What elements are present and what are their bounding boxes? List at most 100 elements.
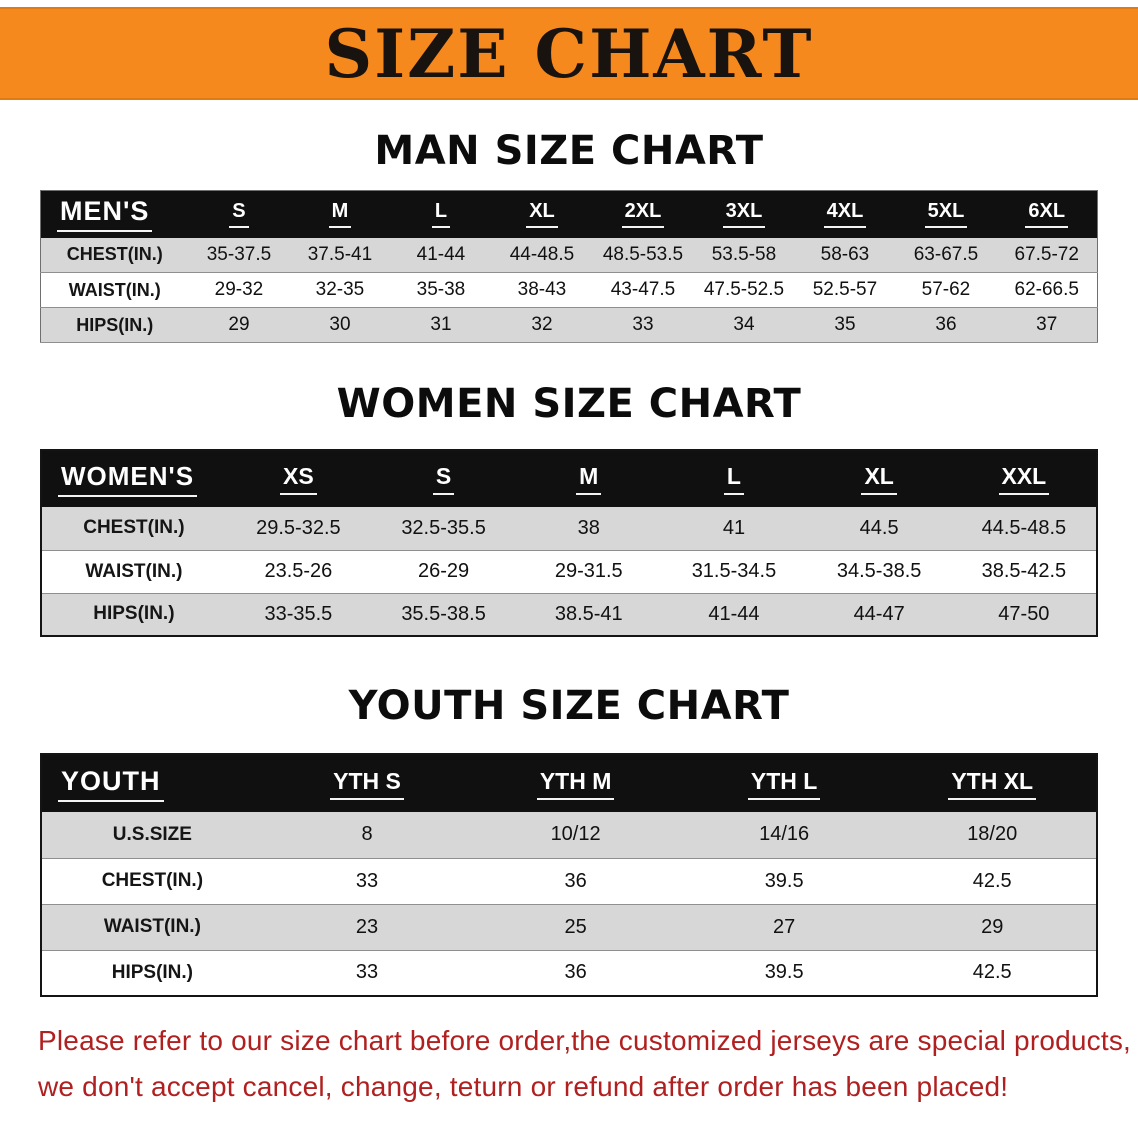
table-title-cell: MEN'S xyxy=(40,190,189,238)
women-size-table: WOMEN'S XS S M L XL XXL CHEST(IN.) 29.5-32.5 32.5… xyxy=(40,449,1098,637)
size-value-cell: 37.5-41 xyxy=(289,237,391,273)
measurement-row: CHEST(IN.) 35-37.5 37.5-41 41-44 44-48.5 48.5… xyxy=(40,237,1098,273)
measurement-row: WAIST(IN.) 23.5-26 26-29 29-31.5 31.5-34.5 34… xyxy=(41,550,1097,594)
size-value-cell: 38.5-42.5 xyxy=(951,550,1097,594)
measurement-row: CHEST(IN.) 29.5-32.5 32.5-35.5 38 41 44.5 44.5… xyxy=(41,507,1097,551)
size-column-label: YTH L xyxy=(747,768,821,800)
youth-size-section: YOUTH SIZE CHART YOUTH YTH S YTH M YTH L YTH… xyxy=(0,683,1138,997)
size-value-cell: 41 xyxy=(661,507,807,551)
size-value-cell: 57-62 xyxy=(895,272,997,308)
row-label: HIPS(IN.) xyxy=(41,950,263,997)
size-column-label: XL xyxy=(526,200,558,229)
size-value-cell: 29-31.5 xyxy=(516,550,662,594)
size-value-cell: 36 xyxy=(895,307,997,343)
size-value-cell: 30 xyxy=(289,307,391,343)
size-value-cell: 38-43 xyxy=(491,272,593,308)
size-value-cell: 63-67.5 xyxy=(895,237,997,273)
size-column-label: L xyxy=(431,200,451,229)
size-value-cell: 26-29 xyxy=(370,550,517,594)
size-value-cell: 52.5-57 xyxy=(794,272,896,308)
size-column-label: XS xyxy=(280,463,317,495)
size-column-header: 2XL xyxy=(592,190,694,238)
row-label: U.S.SIZE xyxy=(41,812,263,859)
youth-size-table: YOUTH YTH S YTH M YTH L YTH XL U.S.SIZE 8 10/12… xyxy=(40,753,1098,997)
size-value-cell: 42.5 xyxy=(888,858,1097,905)
size-value-cell: 44-47 xyxy=(806,593,952,637)
size-column-header: YTH XL xyxy=(888,754,1097,812)
row-label: HIPS(IN.) xyxy=(40,307,189,343)
size-column-label: YTH M xyxy=(536,768,615,800)
size-value-cell: 35-37.5 xyxy=(188,237,290,273)
measurement-row: U.S.SIZE 8 10/12 14/16 18/20 xyxy=(41,812,1097,859)
size-value-cell: 31.5-34.5 xyxy=(661,550,807,594)
size-value-cell: 62-66.5 xyxy=(996,272,1098,308)
row-label: WAIST(IN.) xyxy=(41,550,226,594)
size-column-label: 3XL xyxy=(722,200,766,229)
size-value-cell: 48.5-53.5 xyxy=(592,237,694,273)
size-value-cell: 43-47.5 xyxy=(592,272,694,308)
size-value-cell: 8 xyxy=(262,812,472,859)
size-value-cell: 39.5 xyxy=(679,950,889,997)
size-column-label: 2XL xyxy=(621,200,665,229)
size-value-cell: 14/16 xyxy=(679,812,889,859)
table-title-cell: WOMEN'S xyxy=(41,450,226,507)
size-value-cell: 18/20 xyxy=(888,812,1097,859)
size-column-header: YTH S xyxy=(262,754,472,812)
size-column-header: M xyxy=(289,190,391,238)
size-value-cell: 29-32 xyxy=(188,272,290,308)
size-value-cell: 36 xyxy=(471,858,680,905)
size-value-cell: 44-48.5 xyxy=(491,237,593,273)
size-column-header: S xyxy=(188,190,290,238)
row-label: CHEST(IN.) xyxy=(41,507,226,551)
size-column-header: XL xyxy=(491,190,593,238)
row-label: HIPS(IN.) xyxy=(41,593,226,637)
size-column-header: 4XL xyxy=(794,190,896,238)
measurement-row: WAIST(IN.) 29-32 32-35 35-38 38-43 43-47.5 47.… xyxy=(40,272,1098,308)
disclaimer: Please refer to our size chart before or… xyxy=(38,1023,1132,1106)
women-size-section: WOMEN SIZE CHART WOMEN'S XS S M L XL XXL CHEST(… xyxy=(0,381,1138,637)
size-column-label: 5XL xyxy=(924,200,968,229)
measurement-row: CHEST(IN.) 33 36 39.5 42.5 xyxy=(41,858,1097,905)
size-value-cell: 33-35.5 xyxy=(225,593,371,637)
banner-title: SIZE CHART xyxy=(324,14,814,93)
measurement-row: HIPS(IN.) 33-35.5 35.5-38.5 38.5-41 41-44 44-… xyxy=(41,593,1097,637)
header-row: WOMEN'S XS S M L XL XXL xyxy=(41,450,1097,507)
size-column-header: XXL xyxy=(951,450,1097,507)
size-value-cell: 47.5-52.5 xyxy=(693,272,795,308)
size-value-cell: 32 xyxy=(491,307,593,343)
size-column-label: M xyxy=(328,200,352,229)
size-value-cell: 33 xyxy=(262,858,472,905)
table-title: MEN'S xyxy=(57,196,153,233)
size-value-cell: 33 xyxy=(262,950,472,997)
header-row: YOUTH YTH S YTH M YTH L YTH XL xyxy=(41,754,1097,812)
table-title-cell: YOUTH xyxy=(41,754,263,812)
disclaimer-line-1: Please refer to our size chart before or… xyxy=(38,1025,1132,1056)
size-column-header: YTH M xyxy=(471,754,680,812)
header-row: MEN'S S M L XL 2XL 3XL 4XL 5XL 6XL xyxy=(40,190,1098,238)
size-column-header: 3XL xyxy=(693,190,795,238)
row-label: WAIST(IN.) xyxy=(40,272,189,308)
men-size-section: MAN SIZE CHART MEN'S S M L XL 2XL 3XL 4XL 5XL 6XL… xyxy=(0,128,1138,343)
size-value-cell: 37 xyxy=(996,307,1098,343)
measurement-row: HIPS(IN.) 33 36 39.5 42.5 xyxy=(41,950,1097,997)
size-value-cell: 35 xyxy=(794,307,896,343)
measurement-row: HIPS(IN.) 29 30 31 32 33 34 35 36 37 xyxy=(40,307,1098,343)
size-value-cell: 53.5-58 xyxy=(693,237,795,273)
size-value-cell: 29 xyxy=(188,307,290,343)
size-value-cell: 44.5 xyxy=(806,507,952,551)
size-value-cell: 67.5-72 xyxy=(996,237,1098,273)
size-value-cell: 27 xyxy=(679,904,889,951)
size-value-cell: 23.5-26 xyxy=(225,550,371,594)
size-column-label: L xyxy=(723,463,744,495)
size-column-header: YTH L xyxy=(679,754,889,812)
measurement-row: WAIST(IN.) 23 25 27 29 xyxy=(41,904,1097,951)
size-value-cell: 32-35 xyxy=(289,272,391,308)
row-label: WAIST(IN.) xyxy=(41,904,263,951)
size-value-cell: 34 xyxy=(693,307,795,343)
men-section-heading: MAN SIZE CHART xyxy=(374,128,764,174)
size-column-label: YTH XL xyxy=(948,768,1037,800)
size-column-header: L xyxy=(390,190,492,238)
size-value-cell: 41-44 xyxy=(661,593,807,637)
size-column-label: M xyxy=(576,463,602,495)
